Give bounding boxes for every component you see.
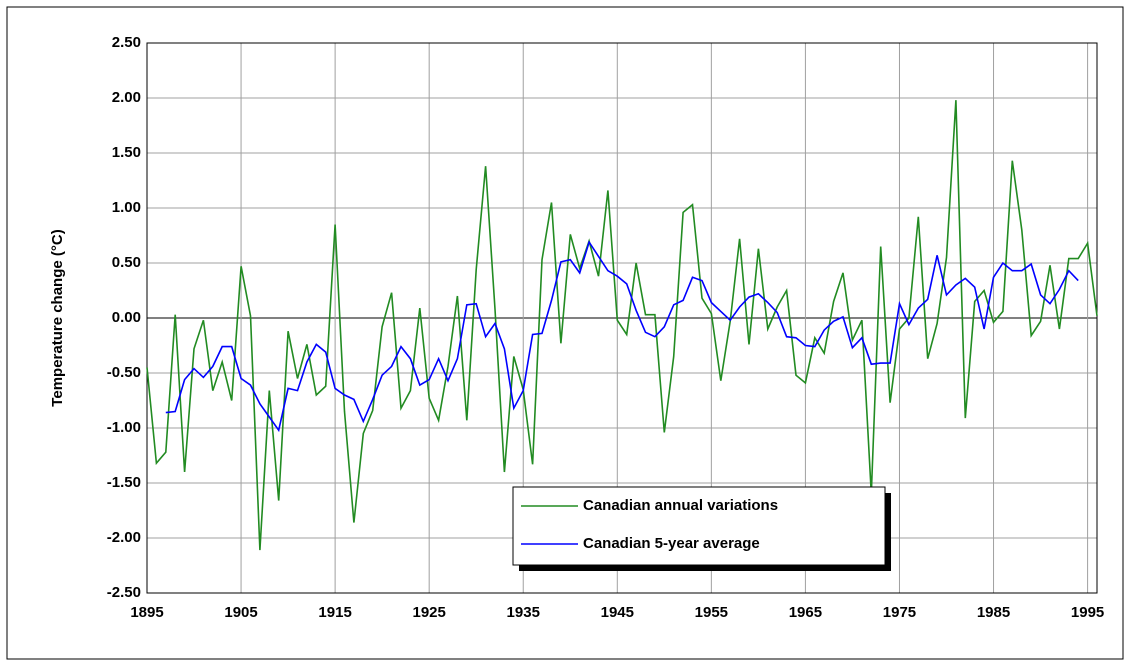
x-tick-label: 1965 (789, 604, 822, 621)
y-tick-label: -1.00 (107, 419, 141, 436)
y-axis-label: Temperature change (°C) (49, 229, 66, 406)
x-tick-label: 1905 (224, 604, 257, 621)
x-tick-label: 1915 (318, 604, 351, 621)
legend (512, 486, 886, 566)
data-line (146, 100, 1098, 551)
y-tick-label: -0.50 (107, 364, 141, 381)
x-tick-label: 1955 (695, 604, 728, 621)
y-tick-label: 1.00 (112, 199, 141, 216)
x-tick-label: 1945 (601, 604, 634, 621)
y-tick-label: 2.00 (112, 89, 141, 106)
y-tick-label: 1.50 (112, 144, 141, 161)
y-tick-label: -2.50 (107, 584, 141, 601)
y-tick-label: -1.50 (107, 474, 141, 491)
x-tick-label: 1895 (130, 604, 163, 621)
x-tick-label: 1925 (412, 604, 445, 621)
x-tick-label: 1985 (977, 604, 1010, 621)
y-tick-label: 0.50 (112, 254, 141, 271)
y-tick-label: 2.50 (112, 34, 141, 51)
x-tick-label: 1935 (507, 604, 540, 621)
x-tick-label: 1995 (1071, 604, 1104, 621)
x-tick-label: 1975 (883, 604, 916, 621)
legend-label: Canadian 5-year average (583, 535, 760, 552)
y-tick-label: 0.00 (112, 309, 141, 326)
legend-label: Canadian annual variations (583, 497, 778, 514)
data-line (165, 240, 1079, 433)
plot-area (146, 42, 1098, 594)
y-tick-label: -2.00 (107, 529, 141, 546)
